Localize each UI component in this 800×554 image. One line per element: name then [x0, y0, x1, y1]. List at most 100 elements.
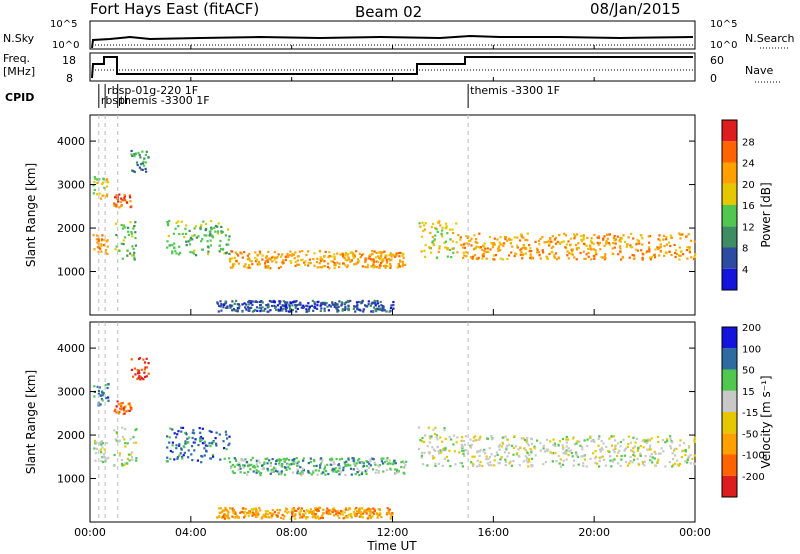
- velocity-scatter-cell: [329, 458, 332, 461]
- power-scatter-cell: [216, 230, 219, 233]
- velocity-scatter-cell: [449, 465, 452, 468]
- power-scatter-cell: [384, 266, 387, 269]
- power-scatter-cell: [228, 252, 231, 255]
- velocity-scatter-cell: [137, 369, 140, 372]
- power-scatter-cell: [353, 254, 356, 257]
- power-scatter-cell: [319, 258, 322, 261]
- power-scatter-cell: [333, 253, 336, 256]
- velocity-scatter-cell: [562, 446, 565, 449]
- velocity-scatter-cell: [344, 462, 347, 465]
- power-scatter-cell: [653, 256, 657, 259]
- power-scatter-cell: [191, 238, 194, 241]
- velocity-scatter-cell: [107, 383, 110, 386]
- velocity-ylabel: Slant Range [km]: [24, 370, 38, 474]
- power-scatter-cell: [305, 310, 308, 313]
- velocity-scatter-cell: [680, 456, 683, 459]
- velocity-scatter-cell: [530, 465, 533, 468]
- power-scatter-cell: [323, 254, 326, 258]
- velocity-scatter-cell: [436, 445, 439, 448]
- velocity-scatter-cell: [553, 442, 556, 445]
- power-scatter-cell: [470, 237, 473, 240]
- velocity-colorbar-tick: 50: [742, 366, 755, 377]
- power-scatter-cell: [313, 302, 317, 305]
- power-scatter-cell: [256, 309, 259, 312]
- power-scatter-cell: [687, 233, 690, 236]
- velocity-scatter-cell: [277, 512, 280, 515]
- power-scatter-cell: [449, 238, 452, 241]
- velocity-scatter-cell: [242, 466, 245, 469]
- power-scatter-cell: [634, 248, 638, 251]
- power-scatter-cell: [319, 259, 323, 263]
- power-scatter-cell: [93, 188, 96, 191]
- velocity-scatter-cell: [385, 513, 389, 516]
- velocity-scatter-cell: [385, 468, 389, 471]
- power-scatter-cell: [358, 308, 361, 311]
- velocity-scatter-cell: [519, 447, 522, 450]
- power-scatter-cell: [501, 258, 504, 261]
- power-scatter-cell: [550, 250, 553, 253]
- power-scatter-cell: [401, 254, 404, 257]
- velocity-scatter-cell: [597, 444, 600, 447]
- power-scatter-cell: [592, 254, 595, 258]
- power-scatter-cell: [328, 304, 331, 307]
- velocity-scatter-cell: [662, 450, 665, 453]
- velocity-scatter-cell: [669, 437, 672, 441]
- power-scatter-cell: [344, 264, 347, 267]
- velocity-scatter-cell: [124, 461, 127, 465]
- power-scatter-cell: [686, 257, 689, 260]
- power-scatter-cell: [665, 243, 668, 246]
- power-scatter-cell: [577, 246, 580, 249]
- velocity-scatter-cell: [101, 399, 104, 402]
- power-scatter-cell: [254, 251, 257, 254]
- velocity-scatter-cell: [246, 465, 250, 468]
- power-scatter-cell: [93, 176, 96, 179]
- velocity-scatter-cell: [599, 448, 602, 451]
- power-scatter-cell: [670, 236, 674, 239]
- power-scatter-cell: [345, 259, 349, 262]
- velocity-scatter-cell: [485, 455, 488, 458]
- power-scatter-cell: [333, 303, 336, 306]
- velocity-scatter-cell: [426, 464, 429, 467]
- power-scatter-cell: [316, 307, 319, 310]
- velocity-scatter-cell: [647, 438, 650, 441]
- velocity-scatter-cell: [121, 464, 124, 467]
- power-scatter-cell: [370, 265, 373, 268]
- power-scatter-cell: [362, 310, 365, 313]
- velocity-scatter-cell: [552, 438, 555, 441]
- power-scatter-cell: [305, 308, 308, 311]
- velocity-scatter-cell: [228, 457, 231, 460]
- power-scatter-cell: [509, 242, 512, 245]
- power-scatter-cell: [206, 245, 210, 248]
- velocity-scatter-cell: [610, 444, 613, 447]
- velocity-colorbar-tick: -15: [742, 408, 758, 419]
- velocity-scatter-cell: [421, 440, 424, 443]
- velocity-scatter-cell: [238, 462, 241, 465]
- power-scatter-cell: [461, 246, 464, 249]
- velocity-scatter-cell: [460, 462, 463, 465]
- power-scatter-cell: [326, 305, 329, 308]
- power-scatter-cell: [380, 252, 383, 255]
- velocity-scatter-cell: [166, 435, 169, 438]
- velocity-scatter-cell: [459, 461, 462, 465]
- power-scatter-cell: [404, 263, 407, 266]
- velocity-scatter-cell: [283, 460, 286, 463]
- velocity-scatter-cell: [165, 460, 168, 463]
- velocity-scatter-cell: [312, 510, 315, 513]
- power-scatter-cell: [202, 220, 205, 223]
- velocity-scatter-cell: [358, 461, 361, 464]
- power-scatter-cell: [390, 304, 393, 307]
- velocity-scatter-cell: [267, 469, 270, 472]
- velocity-scatter-cell: [271, 509, 274, 512]
- velocity-scatter-cell: [523, 438, 527, 442]
- velocity-scatter-cell: [365, 469, 369, 472]
- power-scatter-cell: [292, 300, 296, 303]
- velocity-scatter-cell: [101, 442, 104, 445]
- power-scatter-cell: [485, 257, 488, 260]
- power-scatter-cell: [224, 234, 227, 237]
- power-scatter-cell: [558, 234, 561, 237]
- velocity-scatter-cell: [266, 513, 269, 516]
- power-scatter-cell: [423, 228, 426, 231]
- velocity-scatter-cell: [281, 513, 284, 517]
- power-scatter-cell: [184, 232, 188, 235]
- power-scatter-cell: [231, 266, 234, 269]
